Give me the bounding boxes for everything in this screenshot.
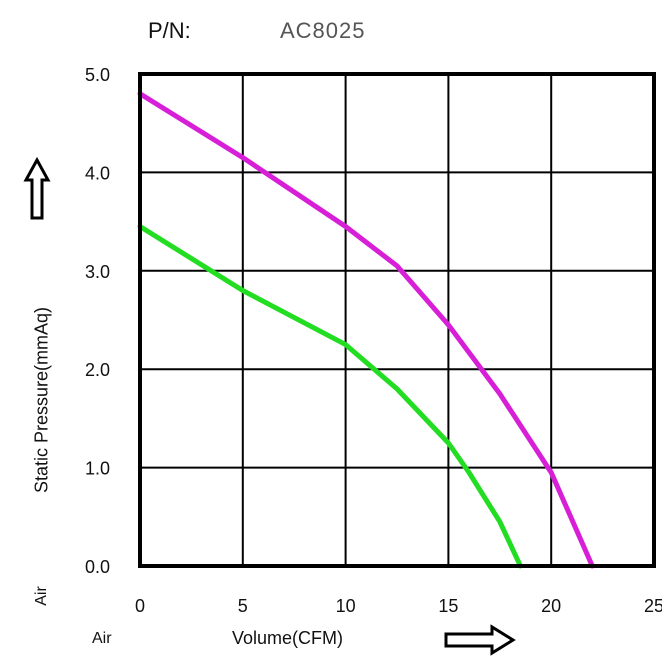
air-label-horizontal: Air bbox=[92, 630, 112, 647]
series-line-upper bbox=[137, 91, 595, 569]
chart-ticks: 0 5 10 15 20 25 0.0 1.0 2.0 3.0 4.0 5.0 bbox=[85, 65, 662, 616]
x-tick-label: 10 bbox=[336, 596, 356, 616]
series-line-lower bbox=[137, 224, 523, 569]
x-tick-label: 20 bbox=[541, 596, 561, 616]
chart-series bbox=[137, 91, 595, 569]
air-label-vertical: Air bbox=[33, 586, 50, 606]
y-tick-label: 2.0 bbox=[85, 360, 110, 380]
y-axis-label: Static Pressure(mmAq) bbox=[31, 306, 52, 494]
pn-value: AC8025 bbox=[280, 18, 366, 43]
x-axis-label: Volume(CFM) bbox=[232, 628, 344, 648]
y-tick-label: 4.0 bbox=[85, 163, 110, 183]
right-arrow-icon bbox=[444, 624, 516, 656]
plot-frame bbox=[138, 72, 656, 568]
chart-grid bbox=[140, 74, 654, 566]
x-tick-label: 25 bbox=[644, 596, 662, 616]
pn-label: P/N: bbox=[148, 18, 191, 43]
up-arrow-icon bbox=[23, 156, 51, 220]
x-tick-label: 5 bbox=[238, 596, 248, 616]
y-tick-label: 0.0 bbox=[85, 557, 110, 577]
y-tick-label: 3.0 bbox=[85, 262, 110, 282]
y-tick-label: 5.0 bbox=[85, 65, 110, 85]
x-tick-label: 0 bbox=[135, 596, 145, 616]
y-tick-label: 1.0 bbox=[85, 459, 110, 479]
x-tick-label: 15 bbox=[438, 596, 458, 616]
